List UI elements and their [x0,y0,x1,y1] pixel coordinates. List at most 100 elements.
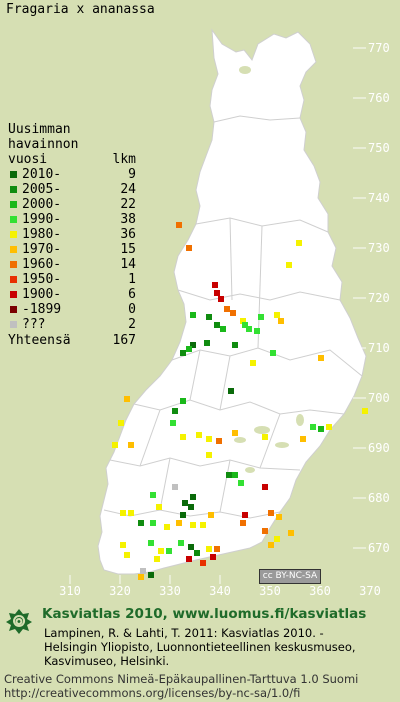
occurrence-square [318,426,324,432]
legend-row-count: 0 [128,302,136,317]
occurrence-square [288,530,294,536]
occurrence-square [124,552,130,558]
kasviatlas-logo-icon [6,609,32,634]
occurrence-square [326,424,332,430]
legend-row-count: 6 [128,287,136,302]
license-url[interactable]: http://creativecommons.org/licenses/by-n… [4,686,301,700]
legend-row-count: 1 [128,272,136,287]
legend-row: 1980- 36 [8,227,136,242]
legend-row-label: 2005- [22,182,62,197]
legend-swatch [10,231,17,238]
occurrence-square [158,548,164,554]
occurrence-square [164,524,170,530]
occurrence-square [214,290,220,296]
occurrence-square [180,350,186,356]
x-tick-label: 330 [159,584,181,598]
site-title[interactable]: Kasviatlas 2010, www.luomus.fi/kasviatla… [42,606,367,622]
legend-row: ??? 2 [8,317,136,332]
occurrence-square [190,342,196,348]
legend-row: 1950- 1 [8,272,136,287]
legend-row: 2005- 24 [8,182,136,197]
legend-total-count: 167 [112,333,136,348]
citation-line: Helsingin Yliopisto, Luonnontieteellinen… [44,640,356,654]
citation-line: Lampinen, R. & Lahti, T. 2011: Kasviatla… [44,626,324,640]
occurrence-square [206,452,212,458]
y-tick-label: 730 [368,241,390,255]
occurrence-square [254,328,260,334]
x-tick-label: 360 [309,584,331,598]
occurrence-square [196,432,202,438]
y-tick-label: 700 [368,391,390,405]
occurrence-square [318,355,324,361]
occurrence-square [262,484,268,490]
occurrence-square [242,512,248,518]
occurrence-square [150,520,156,526]
occurrence-square [218,296,224,302]
legend-swatch [10,246,17,253]
x-tick-label: 370 [359,584,381,598]
legend-total-label: Yhteensä [8,333,71,348]
cc-license-badge[interactable]: cc BY-NC-SA [259,569,321,584]
legend-row-count: 24 [120,182,136,197]
legend-row-label: 1960- [22,257,62,272]
legend-swatch [10,321,17,328]
legend-row-label: 1970- [22,242,62,257]
occurrence-square [120,542,126,548]
occurrence-square [240,318,246,324]
x-tick-label: 310 [59,584,81,598]
y-tick-label: 750 [368,141,390,155]
legend-row-count: 15 [120,242,136,257]
occurrence-square [238,480,244,486]
legend-swatch [10,186,17,193]
legend-row: 1970- 15 [8,242,136,257]
occurrence-square [278,318,284,324]
y-tick-label: 670 [368,541,390,555]
occurrence-square [250,360,256,366]
occurrence-square [118,420,124,426]
occurrence-square [300,436,306,442]
occurrence-square [220,326,226,332]
legend-row: 1900- 6 [8,287,136,302]
occurrence-square [178,540,184,546]
legend-row: 2000- 22 [8,197,136,212]
occurrence-square [148,572,154,578]
legend-row-label: 1990- [22,212,62,227]
occurrence-square [128,510,134,516]
occurrence-square [172,408,178,414]
occurrence-square [194,550,200,556]
legend-total: Yhteensä 167 [8,333,136,348]
occurrence-square [274,312,280,318]
occurrence-square [140,568,146,574]
legend-row-count: 14 [120,257,136,272]
occurrence-square [230,310,236,316]
legend-row-label: 1900- [22,287,62,302]
occurrence-square [206,314,212,320]
occurrence-square [214,322,220,328]
occurrence-square [286,262,292,268]
occurrence-square [128,442,134,448]
occurrence-square [180,398,186,404]
occurrence-square [166,548,172,554]
occurrence-square [138,574,144,580]
legend-swatch [10,171,17,178]
occurrence-square [138,520,144,526]
occurrence-square [186,556,192,562]
occurrence-square [274,536,280,542]
legend-swatch [10,306,17,313]
occurrence-square [224,306,230,312]
y-tick-label: 720 [368,291,390,305]
occurrence-square [156,504,162,510]
legend-row-count: 38 [120,212,136,227]
occurrence-square [268,542,274,548]
occurrence-square [176,520,182,526]
legend-title: Uusimman havainnon vuosi lkm [8,122,136,167]
occurrence-square [148,540,154,546]
occurrence-squares [112,222,368,580]
legend-row-label: 2010- [22,167,62,182]
occurrence-square [200,560,206,566]
lakes [234,66,304,473]
occurrence-square [112,442,118,448]
occurrence-square [210,554,216,560]
occurrence-square [206,546,212,552]
occurrence-square [246,326,252,332]
